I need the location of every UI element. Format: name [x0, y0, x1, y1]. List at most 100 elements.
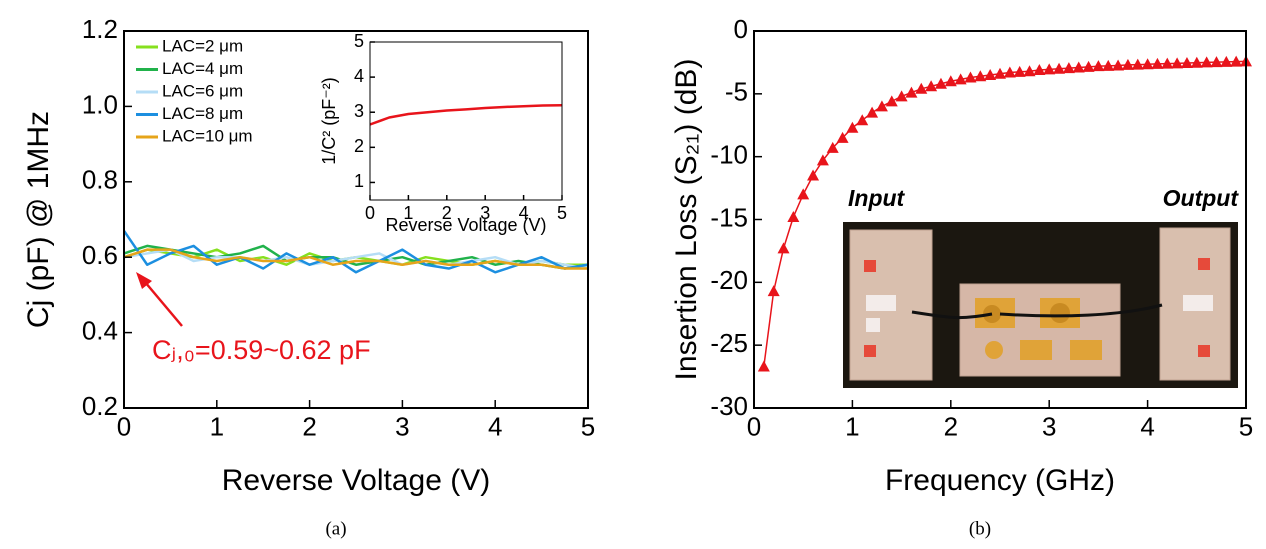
marker: [1033, 63, 1046, 75]
marker: [974, 70, 987, 82]
y-axis-title: 1/C² (pF⁻²): [319, 77, 339, 165]
series-line: [369, 103, 563, 126]
marker: [807, 169, 820, 181]
marker: [836, 131, 849, 143]
x-tick-label: 0: [365, 203, 375, 223]
marker: [1131, 58, 1144, 70]
caption: (a): [325, 518, 346, 539]
photo-label: Output: [1163, 185, 1240, 211]
y-tick-label: 0.8: [82, 165, 118, 195]
marker: [856, 114, 869, 126]
marker: [1003, 66, 1016, 78]
marker: [895, 90, 908, 102]
x-tick-label: 4: [519, 203, 529, 223]
marker: [925, 80, 938, 92]
y-axis-title: Cj (pF) @ 1MHz: [22, 111, 55, 328]
marker: [964, 71, 977, 83]
marker: [1043, 63, 1056, 75]
y-tick-label: 2: [354, 136, 364, 156]
y-tick-label: 1: [354, 171, 364, 191]
marker: [885, 95, 898, 107]
y-tick-label: 4: [354, 66, 364, 86]
x-tick-label: 2: [944, 412, 958, 442]
marker: [1092, 60, 1105, 72]
marker: [1062, 62, 1075, 74]
y-tick-label: 3: [354, 101, 364, 121]
y-tick-label: 5: [354, 31, 364, 51]
x-tick-label: 0: [747, 412, 761, 442]
marker: [1121, 58, 1134, 70]
marker: [826, 141, 839, 153]
x-tick-label: 5: [557, 203, 567, 223]
marker: [934, 77, 947, 89]
marker: [1230, 55, 1243, 67]
marker: [1200, 56, 1213, 68]
x-tick-label: 5: [1239, 412, 1253, 442]
marker: [954, 73, 967, 85]
x-tick-label: 1: [845, 412, 859, 442]
legend-label: LAC=8 μm: [162, 104, 243, 123]
marker: [1161, 57, 1174, 69]
legend-label: LAC=6 μm: [162, 81, 243, 100]
y-tick-label: -15: [710, 202, 748, 232]
marker: [875, 100, 888, 112]
x-tick-label: 4: [1140, 412, 1154, 442]
x-tick-label: 3: [395, 412, 409, 442]
y-tick-label: -25: [710, 328, 748, 358]
device-photo: [843, 222, 1238, 388]
marker: [1013, 65, 1026, 77]
x-tick-label: 3: [1042, 412, 1056, 442]
caption: (b): [969, 518, 991, 539]
marker: [1141, 58, 1154, 70]
marker: [777, 242, 790, 254]
legend-label: LAC=2 μm: [162, 36, 243, 55]
marker: [797, 188, 810, 200]
marker: [944, 75, 957, 87]
marker: [1180, 57, 1193, 69]
x-tick-label: 1: [403, 203, 413, 223]
y-tick-label: 0: [734, 14, 748, 44]
marker: [1190, 56, 1203, 68]
y-tick-label: 0.2: [82, 391, 118, 421]
y-tick-label: -10: [710, 140, 748, 170]
marker: [1220, 55, 1233, 67]
marker: [994, 67, 1006, 79]
y-tick-label: -30: [710, 391, 748, 421]
marker: [905, 86, 918, 98]
x-tick-label: 4: [488, 412, 502, 442]
series-line: [123, 248, 588, 270]
marker: [1210, 56, 1223, 68]
marker: [1082, 60, 1095, 72]
y-tick-label: 1.2: [82, 14, 118, 44]
plot-frame: [369, 41, 563, 201]
x-axis-title: Frequency (GHz): [885, 464, 1115, 497]
marker: [1053, 62, 1066, 74]
marker: [866, 106, 879, 118]
x-axis-title: Reverse Voltage (V): [385, 215, 546, 235]
y-axis-title: Insertion Loss (S₂₁) (dB): [670, 59, 703, 381]
y-tick-label: 0.4: [82, 315, 118, 345]
plot-frame: [123, 30, 589, 409]
x-tick-label: 5: [581, 412, 595, 442]
x-tick-label: 2: [302, 412, 316, 442]
annotation-arrow: [144, 281, 183, 327]
y-tick-label: -5: [725, 77, 748, 107]
legend-label: LAC=4 μm: [162, 59, 243, 78]
marker: [1072, 61, 1085, 73]
marker: [1151, 57, 1164, 69]
y-tick-label: -20: [710, 265, 748, 295]
x-tick-label: 3: [480, 203, 490, 223]
y-tick-label: 1.0: [82, 89, 118, 119]
x-tick-label: 0: [117, 412, 131, 442]
x-tick-label: 1: [210, 412, 224, 442]
marker: [984, 68, 997, 80]
marker: [816, 154, 829, 166]
marker: [1171, 57, 1184, 69]
marker: [787, 210, 800, 222]
marker: [915, 82, 928, 94]
marker: [757, 360, 770, 372]
x-tick-label: 2: [442, 203, 452, 223]
legend-label: LAC=10 μm: [162, 126, 253, 145]
y-tick-label: 0.6: [82, 240, 118, 270]
